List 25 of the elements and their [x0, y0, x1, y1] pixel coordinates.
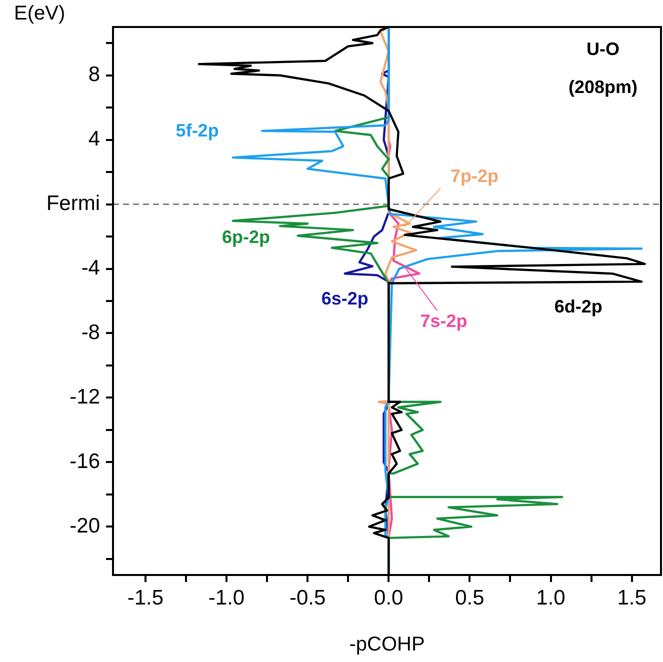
x-tick-label: -1.5 — [127, 586, 164, 610]
y-tick-label: -20 — [70, 514, 100, 538]
text: 7p-2p — [450, 166, 499, 186]
series-label: 7s-2p — [420, 310, 468, 331]
annotation: (208pm) — [568, 76, 638, 97]
x-tick-label: 0.5 — [455, 586, 484, 610]
series-label: 6d-2p — [554, 296, 602, 316]
x-tick-label: 1.0 — [536, 586, 566, 610]
y-tick-label: -4 — [81, 256, 100, 280]
series-label: 6s-2p — [321, 288, 368, 308]
y-axis-title: E(eV) — [14, 2, 66, 25]
x-tick-label: 1.5 — [617, 586, 646, 610]
y-tick-label: -16 — [70, 450, 100, 473]
y-tick-label: Fermi — [46, 192, 100, 216]
x-tick-label: -1.0 — [208, 586, 245, 610]
y-tick-label: 4 — [88, 128, 100, 151]
x-axis-title: -pCOHP — [349, 634, 425, 656]
series-label: 5f-2p — [176, 120, 219, 141]
x-tick-label: -0.5 — [289, 586, 326, 610]
x-tick-label: 0.0 — [374, 586, 404, 610]
y-tick-label: 8 — [88, 63, 100, 86]
y-tick-label: -8 — [81, 321, 100, 344]
y-tick-label: -12 — [70, 386, 100, 409]
annotation: U-O — [586, 38, 620, 59]
series-label: 6p-2p — [222, 227, 270, 248]
